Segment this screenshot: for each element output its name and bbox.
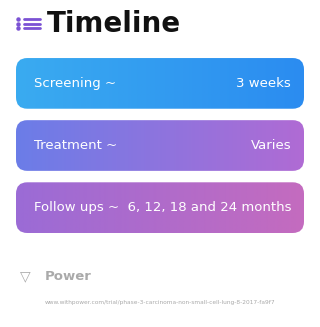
Text: 3 weeks: 3 weeks bbox=[236, 77, 291, 90]
Text: Screening ~: Screening ~ bbox=[34, 77, 116, 90]
Text: www.withpower.com/trial/phase-3-carcinoma-non-small-cell-lung-8-2017-fa9f7: www.withpower.com/trial/phase-3-carcinom… bbox=[45, 300, 275, 305]
Text: Timeline: Timeline bbox=[46, 9, 180, 38]
Text: Follow ups ~  6, 12, 18 and 24 months: Follow ups ~ 6, 12, 18 and 24 months bbox=[34, 201, 291, 214]
Text: Power: Power bbox=[45, 270, 92, 283]
Text: Treatment ~: Treatment ~ bbox=[34, 139, 117, 152]
Text: ▽: ▽ bbox=[20, 269, 30, 283]
Text: Varies: Varies bbox=[251, 139, 291, 152]
